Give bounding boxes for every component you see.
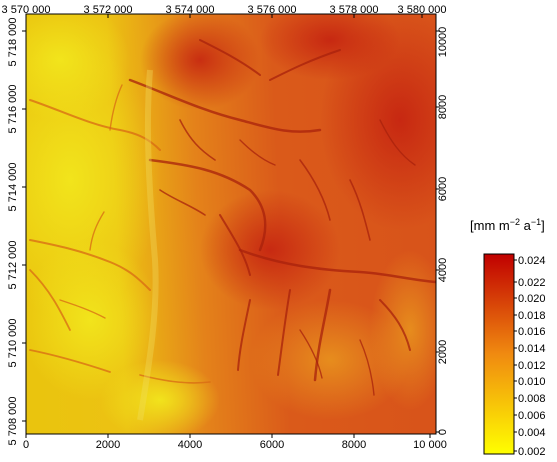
left-axis-label: 5 710 000 bbox=[7, 319, 19, 368]
left-axis-label: 5 716 000 bbox=[7, 85, 19, 134]
erosion-raster bbox=[26, 14, 436, 434]
right-axis-label: 0 bbox=[437, 429, 449, 435]
top-axis-label: 3 576 000 bbox=[248, 4, 297, 16]
top-axis: 3 570 000 3 572 000 3 574 000 3 576 000 … bbox=[2, 4, 447, 16]
top-axis-label: 3 580 000 bbox=[398, 4, 447, 16]
legend-tick-label: 0.002 bbox=[518, 446, 546, 458]
legend-tick-label: 0.022 bbox=[518, 277, 546, 289]
left-axis-label: 5 712 000 bbox=[7, 241, 19, 290]
legend-ticks bbox=[514, 259, 517, 452]
legend-tick-label: 0.018 bbox=[518, 310, 546, 322]
right-axis-label: 8000 bbox=[437, 95, 449, 119]
valley-network-west bbox=[29, 84, 211, 384]
top-axis-label: 3 574 000 bbox=[166, 4, 215, 16]
legend-colorbar bbox=[483, 253, 515, 455]
legend-tick-label: 0.008 bbox=[518, 393, 546, 405]
top-axis-label: 3 578 000 bbox=[330, 4, 379, 16]
bottom-axis-label: 2000 bbox=[96, 439, 120, 451]
valley-network bbox=[128, 39, 436, 396]
axis-ticks bbox=[22, 14, 440, 438]
legend-tick-label: 0.024 bbox=[518, 255, 546, 267]
bottom-axis-label: 10 000 bbox=[413, 439, 447, 451]
left-axis-label: 5 708 000 bbox=[7, 397, 19, 446]
legend-tick-label: 0.004 bbox=[518, 427, 546, 439]
bottom-axis-label: 0 bbox=[23, 439, 29, 451]
bottom-axis-label: 4000 bbox=[178, 439, 202, 451]
left-axis-label: 5 718 000 bbox=[7, 18, 19, 67]
legend-tick-label: 0.010 bbox=[518, 376, 546, 388]
map-frame bbox=[25, 13, 437, 435]
top-axis-label: 3 572 000 bbox=[84, 4, 133, 16]
bottom-axis-label: 8000 bbox=[342, 439, 366, 451]
right-axis-label: 2000 bbox=[437, 340, 449, 364]
top-axis-label: 3 570 000 bbox=[2, 4, 51, 16]
bottom-axis-label: 6000 bbox=[260, 439, 284, 451]
legend-units: [mm m−2 a−1] bbox=[470, 217, 545, 233]
legend-tick-label: 0.016 bbox=[518, 326, 546, 338]
bottom-axis: 0 2000 4000 6000 8000 10 000 bbox=[23, 439, 447, 451]
legend-tick-label: 0.020 bbox=[518, 293, 546, 305]
right-axis: 0 2000 4000 6000 8000 10000 bbox=[437, 27, 449, 435]
ridge-highlight bbox=[137, 69, 159, 421]
left-axis-label: 5 714 000 bbox=[7, 163, 19, 212]
legend-tick-label: 0.012 bbox=[518, 360, 546, 372]
right-axis-label: 10000 bbox=[437, 27, 449, 58]
legend: [mm m−2 a−1] 0.024 0.022 0.020 0.018 0.0… bbox=[470, 217, 546, 458]
right-axis-label: 6000 bbox=[437, 177, 449, 201]
legend-tick-label: 0.014 bbox=[518, 343, 546, 355]
left-axis: 5 708 000 5 710 000 5 712 000 5 714 000 … bbox=[7, 18, 19, 446]
right-axis-label: 4000 bbox=[437, 258, 449, 282]
legend-tick-label: 0.006 bbox=[518, 410, 546, 422]
